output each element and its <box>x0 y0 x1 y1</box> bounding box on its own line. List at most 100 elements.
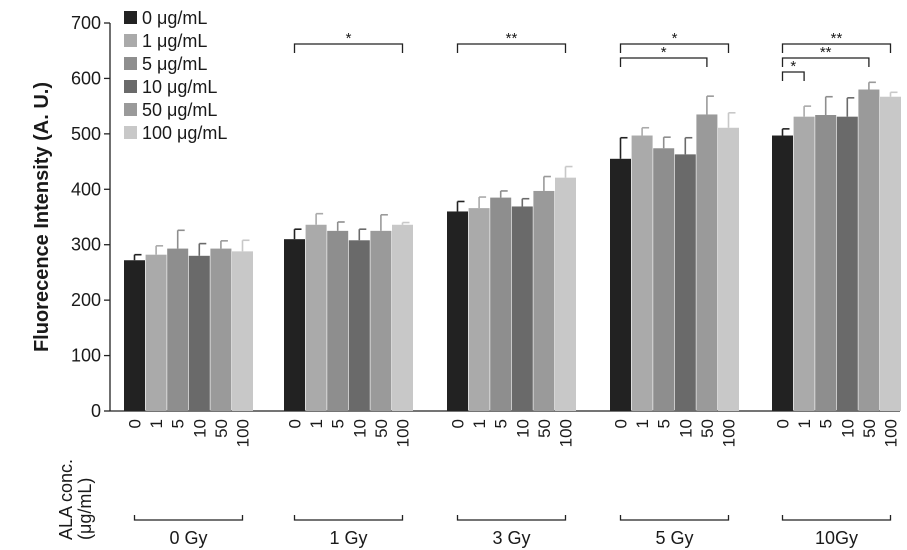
bar <box>511 206 533 411</box>
significance-marker: ** <box>831 30 843 47</box>
group-label: 5 Gy <box>655 528 693 548</box>
y-tick-label: 0 <box>91 401 101 421</box>
significance-bracket <box>293 43 404 53</box>
category-label: 5 <box>655 419 674 428</box>
group-bracket <box>456 515 567 521</box>
y-tick-label: 400 <box>71 179 101 199</box>
legend-label: 50 μg/mL <box>142 100 217 120</box>
legend-swatch <box>124 103 137 116</box>
bar <box>815 115 837 412</box>
group-bracket <box>133 515 244 521</box>
bar <box>210 248 232 411</box>
legend-label: 0 μg/mL <box>142 8 207 28</box>
bar <box>232 251 253 411</box>
bar <box>327 230 349 411</box>
bar <box>610 158 631 411</box>
bar <box>167 248 189 411</box>
legend-swatch <box>124 80 137 93</box>
bar <box>468 208 490 411</box>
significance-marker: * <box>661 44 667 61</box>
category-label: 50 <box>698 419 717 438</box>
category-label: 50 <box>535 419 554 438</box>
legend-label: 100 μg/mL <box>142 123 227 143</box>
category-label: 50 <box>212 419 231 438</box>
significance-bracket <box>781 43 892 53</box>
category-label: 1 <box>307 419 326 428</box>
bar <box>772 135 793 411</box>
group-label: 10Gy <box>815 528 858 548</box>
bar <box>880 96 901 411</box>
significance-marker: * <box>346 30 352 47</box>
significance-marker: ** <box>506 30 518 47</box>
y-tick-label: 700 <box>71 13 101 33</box>
significance-marker: * <box>790 58 796 75</box>
category-label: 10 <box>838 419 857 438</box>
y-axis-label: Fluorecence Intensity (A. U.) <box>31 82 53 352</box>
significance-marker: * <box>672 30 678 47</box>
category-label: 5 <box>817 419 836 428</box>
category-label: 1 <box>147 419 166 428</box>
y-tick-label: 500 <box>71 124 101 144</box>
category-label: 100 <box>557 419 576 447</box>
bar <box>836 116 858 411</box>
legend-label: 5 μg/mL <box>142 54 207 74</box>
bar <box>696 114 718 411</box>
category-label: 100 <box>720 419 739 447</box>
legend-swatch <box>124 34 137 47</box>
group-label: 1 Gy <box>329 528 367 548</box>
legend-label: 1 μg/mL <box>142 31 207 51</box>
significance-marker: ** <box>820 44 832 61</box>
category-label: 100 <box>394 419 413 447</box>
x-axis-label-line1: ALA conc. <box>56 459 76 540</box>
significance-bracket <box>619 57 708 67</box>
group-label: 0 Gy <box>169 528 207 548</box>
x-axis-label-line2: (μg/mL) <box>75 478 95 540</box>
bar <box>188 255 210 411</box>
bar <box>348 240 370 411</box>
category-label: 5 <box>492 419 511 428</box>
bar <box>653 148 675 412</box>
category-label: 100 <box>234 419 253 447</box>
category-label: 0 <box>612 419 631 428</box>
bar <box>533 190 555 411</box>
y-tick-label: 200 <box>71 290 101 310</box>
significance-bracket <box>619 43 730 53</box>
bar <box>674 154 696 411</box>
category-label: 100 <box>882 419 901 447</box>
category-label: 10 <box>190 419 209 438</box>
y-tick-label: 600 <box>71 68 101 88</box>
category-label: 10 <box>513 419 532 438</box>
category-label: 1 <box>470 419 489 428</box>
group-label: 3 Gy <box>492 528 530 548</box>
legend-label: 10 μg/mL <box>142 77 217 97</box>
significance-bracket <box>456 43 567 53</box>
bar <box>793 116 815 411</box>
legend-swatch <box>124 126 137 139</box>
bar <box>305 224 327 411</box>
bar <box>447 211 468 411</box>
category-label: 0 <box>449 419 468 428</box>
bar <box>555 177 576 411</box>
bar <box>858 89 880 411</box>
significance-bracket <box>781 71 805 81</box>
group-bracket <box>781 515 892 521</box>
category-label: 1 <box>795 419 814 428</box>
category-label: 50 <box>372 419 391 438</box>
bar <box>124 260 145 411</box>
bar <box>370 230 392 411</box>
bar <box>145 254 167 411</box>
y-tick-label: 300 <box>71 235 101 255</box>
category-label: 10 <box>350 419 369 438</box>
legend-swatch <box>124 11 137 24</box>
category-label: 10 <box>676 419 695 438</box>
category-label: 0 <box>774 419 793 428</box>
category-label: 0 <box>126 419 145 428</box>
bar <box>718 127 739 411</box>
category-label: 50 <box>860 419 879 438</box>
bar <box>284 239 305 411</box>
category-label: 1 <box>633 419 652 428</box>
category-label: 5 <box>169 419 188 428</box>
significance-bracket <box>781 57 870 67</box>
